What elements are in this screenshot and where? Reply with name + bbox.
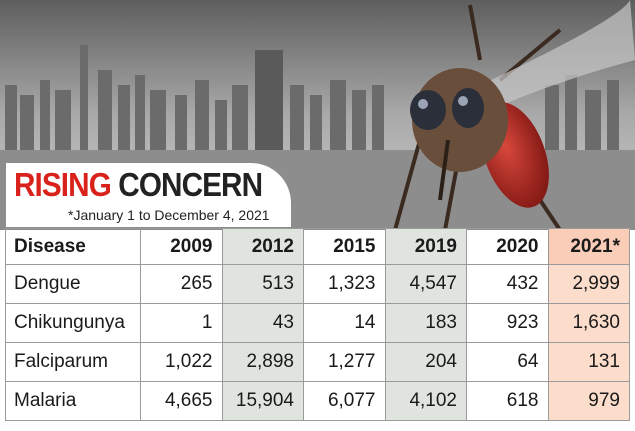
title-part: RISING <box>14 166 112 203</box>
row-label: Dengue <box>5 264 141 304</box>
cell: 14 <box>303 303 386 343</box>
cell: 618 <box>466 381 549 421</box>
cell: 513 <box>221 264 304 304</box>
cell: 15,904 <box>221 381 304 421</box>
cell: 204 <box>384 342 467 382</box>
cell: 1,323 <box>303 264 386 304</box>
cell: 4,665 <box>140 381 223 421</box>
column-header: 2009 <box>140 228 223 265</box>
cell: 1,277 <box>303 342 386 382</box>
cell: 1,022 <box>140 342 223 382</box>
table-row: Falciparum 1,022 2,898 1,277 204 64 131 <box>5 342 630 382</box>
cell: 2,999 <box>547 264 630 304</box>
cell: 265 <box>140 264 223 304</box>
column-header: Disease <box>5 228 141 265</box>
cell: 923 <box>466 303 549 343</box>
cell: 131 <box>547 342 630 382</box>
row-label: Chikungunya <box>5 303 141 343</box>
title: RISING CONCERN <box>14 166 263 204</box>
column-header: 2019 <box>384 228 467 265</box>
row-label: Falciparum <box>5 342 141 382</box>
cell: 43 <box>221 303 304 343</box>
table-row: Malaria 4,665 15,904 6,077 4,102 618 979 <box>5 381 630 421</box>
title-box <box>6 163 291 227</box>
cell: 1,630 <box>547 303 630 343</box>
table-row: Dengue 265 513 1,323 4,547 432 2,999 <box>5 264 630 304</box>
cell: 183 <box>384 303 467 343</box>
cell: 4,102 <box>384 381 467 421</box>
cell: 64 <box>466 342 549 382</box>
cell: 2,898 <box>221 342 304 382</box>
data-table: Disease 2009 2012 2015 2019 2020 2021* Dengue 26… <box>5 228 630 421</box>
cell: 4,547 <box>384 264 467 304</box>
table-row: Chikungunya 1 43 14 183 923 1,630 <box>5 303 630 343</box>
header-row: Disease 2009 2012 2015 2019 2020 2021* <box>5 228 630 265</box>
cell: 979 <box>547 381 630 421</box>
cell: 6,077 <box>303 381 386 421</box>
title-part: CONCERN <box>118 166 263 203</box>
cell: 1 <box>140 303 223 343</box>
row-label: Malaria <box>5 381 141 421</box>
column-header: 2020 <box>466 228 549 265</box>
subtitle: *January 1 to December 4, 2021 <box>68 207 270 223</box>
column-header: 2012 <box>221 228 304 265</box>
column-header: 2015 <box>303 228 386 265</box>
column-header: 2021* <box>547 228 630 265</box>
cell: 432 <box>466 264 549 304</box>
